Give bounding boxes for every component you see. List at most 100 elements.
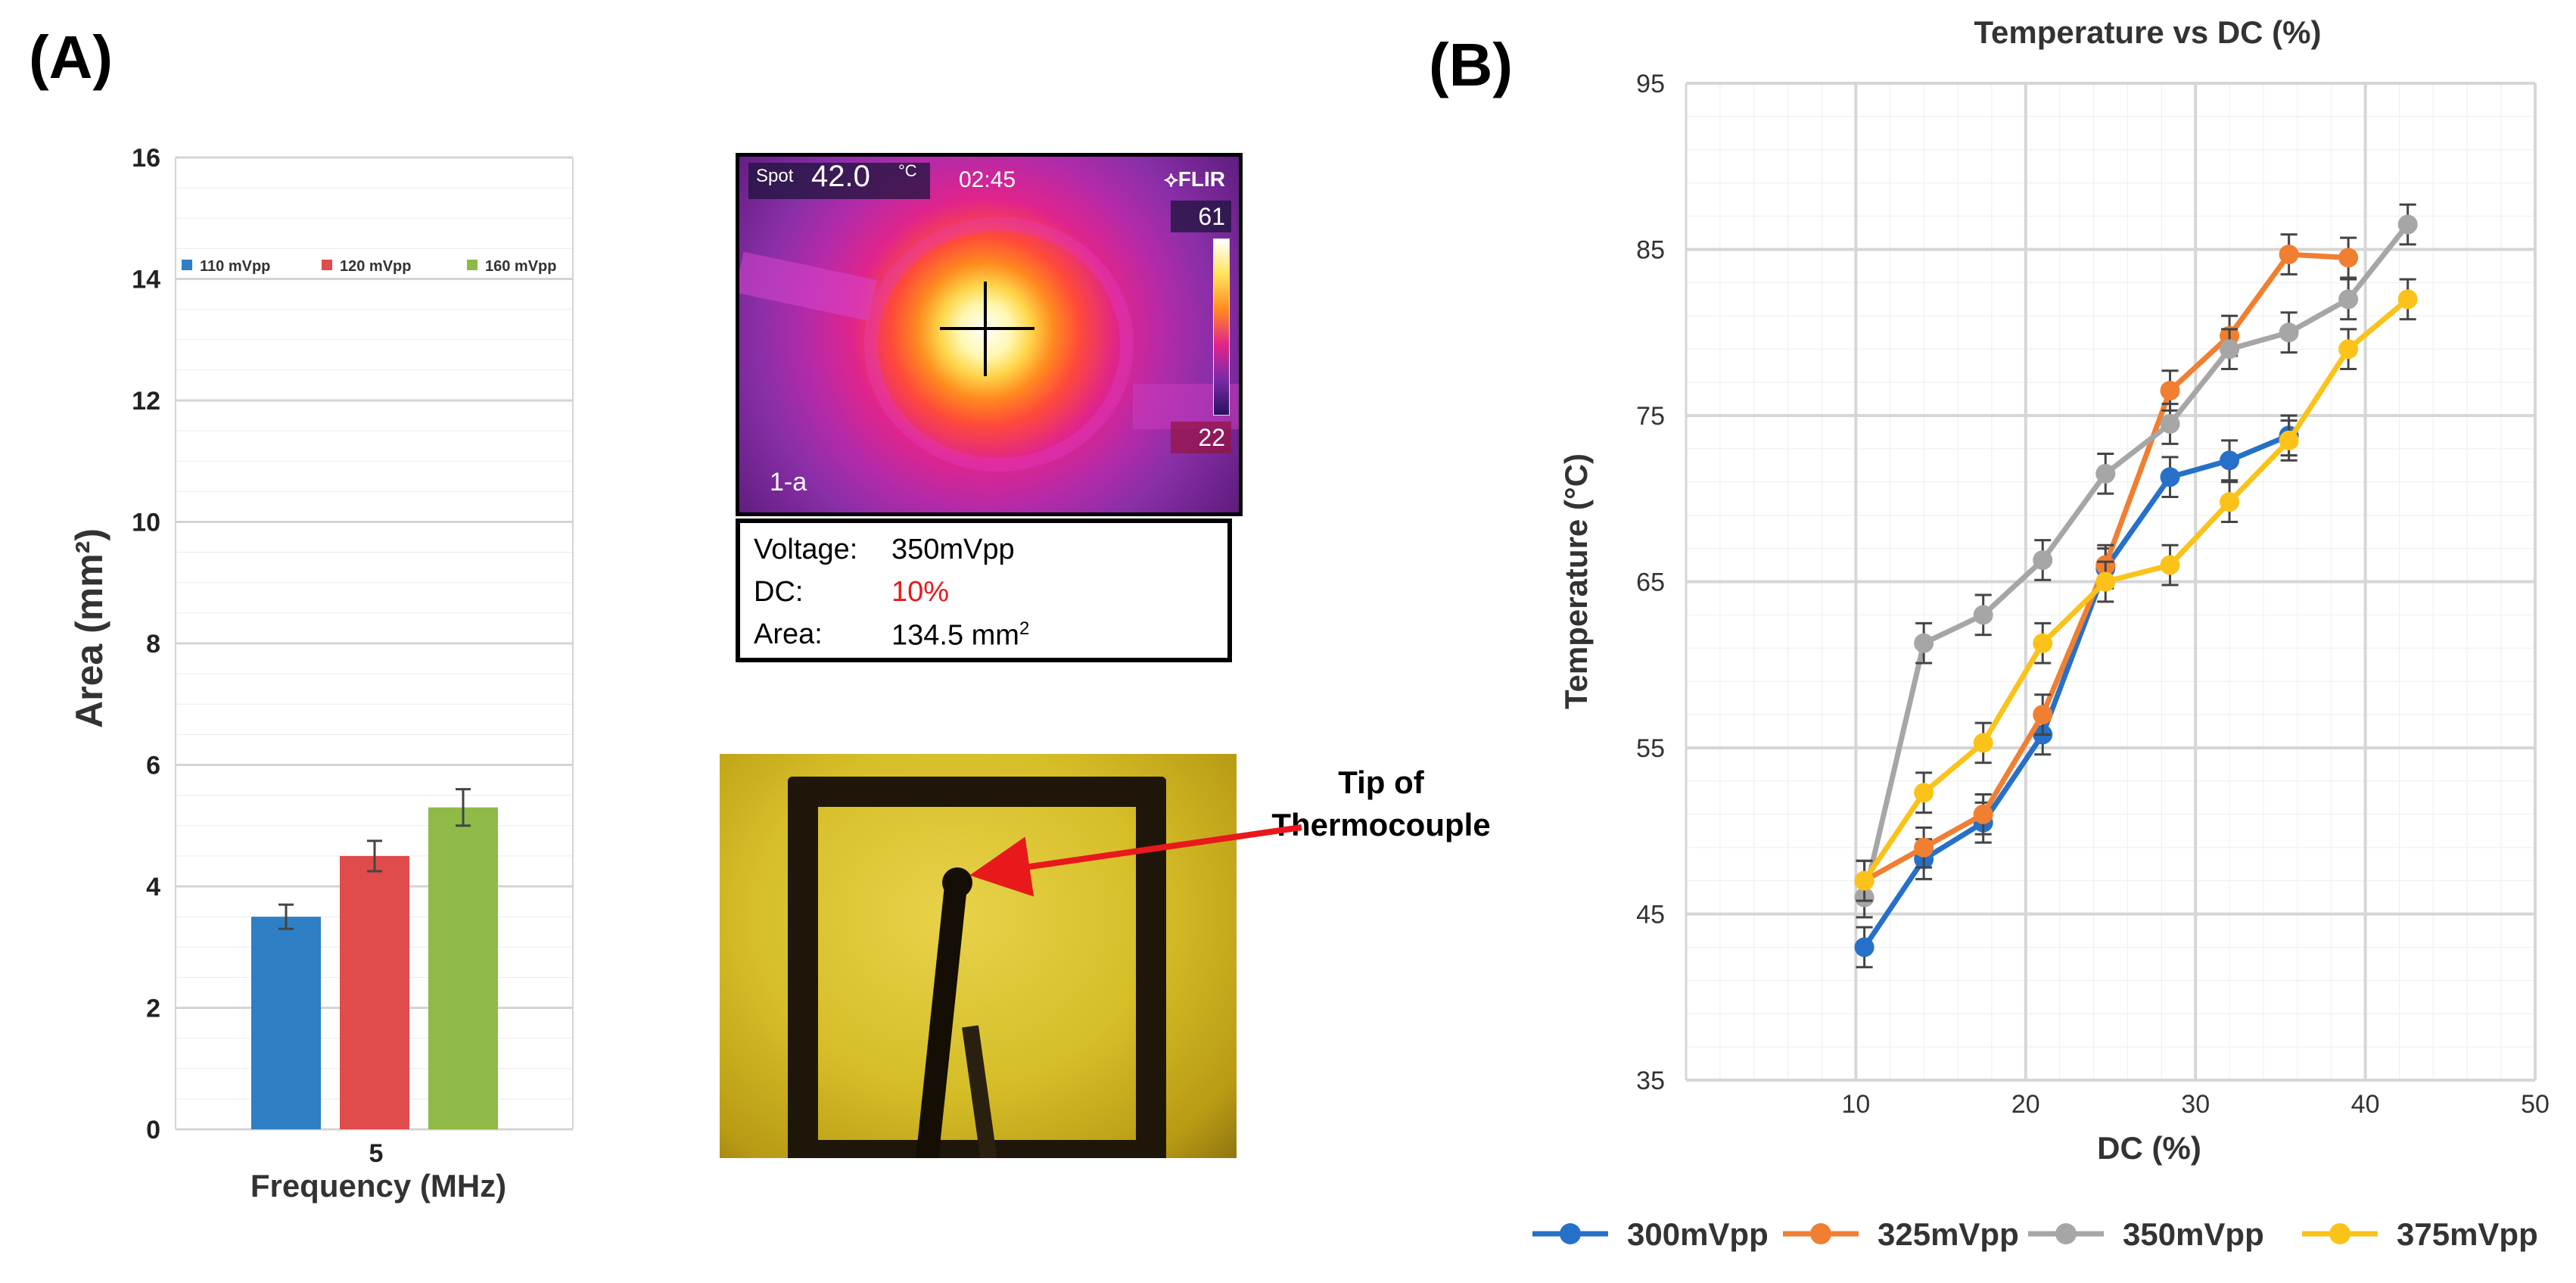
y-tick-label: 65 <box>1636 568 1665 597</box>
series-line <box>1862 297 2410 883</box>
data-point <box>1973 733 1993 753</box>
tip-annotation-line1: Tip of <box>1338 765 1424 800</box>
bar-chart-area: 0 2 4 6 8 10 12 14 16 110 mVpp 120 mVpp 160 mVpp 5Fr… <box>68 144 574 1204</box>
data-point <box>2160 467 2180 487</box>
panel-a-label: (A) <box>29 23 114 91</box>
legend-label: 325mVpp <box>1878 1216 2019 1252</box>
area-key: Area: <box>754 618 823 650</box>
area-value-wrap: 134.5 mm2 <box>891 618 1029 652</box>
y-tick-label: 45 <box>1636 901 1665 930</box>
data-point <box>1914 837 1934 858</box>
data-point <box>1973 605 1993 625</box>
bar <box>428 807 498 1129</box>
tip-annotation-line2: Thermocouple <box>1271 807 1491 842</box>
dc-value: 10% <box>891 576 950 608</box>
y-tick-label: 8 <box>146 630 160 659</box>
data-point <box>2095 463 2116 484</box>
data-point <box>1914 633 1934 653</box>
bar <box>251 917 321 1129</box>
data-point <box>2220 450 2240 471</box>
x-tick-label: 10 <box>1841 1090 1870 1119</box>
y-tick-label: 85 <box>1636 236 1665 265</box>
thermal-image: Spot 42.0 °C 02:45 ⟡FLIR 61 22 1-a <box>736 153 1243 516</box>
data-point <box>2160 413 2180 434</box>
data-point <box>1914 783 1934 803</box>
voltage-key: Voltage: <box>754 534 858 565</box>
y-tick-label: 4 <box>146 873 160 902</box>
legend-label: 120 mVpp <box>340 258 411 275</box>
series-line <box>1862 433 2290 949</box>
data-point <box>2220 339 2240 360</box>
legend-swatch <box>182 260 192 270</box>
data-point <box>2338 289 2359 310</box>
legend-label: 375mVpp <box>2397 1216 2538 1252</box>
legend-label: 160 mVpp <box>485 258 556 275</box>
area-unit-sup: 2 <box>1019 618 1030 639</box>
series-line <box>1862 223 2410 898</box>
y-tick-label: 95 <box>1636 70 1665 98</box>
data-point <box>1973 804 1993 824</box>
y-tick-label: 0 <box>146 1116 160 1144</box>
y-tick-label: 75 <box>1636 402 1665 431</box>
tip-annotation: Tip of Thermocouple <box>1241 761 1521 846</box>
dc-key: DC: <box>754 576 804 608</box>
legend-label: 110 mVpp <box>200 258 270 275</box>
y-tick-label: 55 <box>1636 734 1665 763</box>
area-value: 134.5 mm <box>891 619 1019 652</box>
x-tick-label: 20 <box>2011 1090 2040 1119</box>
flir-logo: ⟡FLIR <box>1164 167 1225 191</box>
thermocouple-photo <box>720 754 1237 1158</box>
data-point <box>2397 289 2418 310</box>
legend-marker <box>1560 1223 1581 1244</box>
crosshair-icon <box>940 327 1034 330</box>
legend-swatch <box>467 260 478 270</box>
x-tick-label: 30 <box>2181 1090 2210 1119</box>
x-axis-title: Frequency (MHz) <box>250 1168 506 1204</box>
data-point <box>2095 571 2116 592</box>
crosshair-icon-vertical <box>984 282 987 376</box>
x-tick-label: 50 <box>2521 1090 2550 1119</box>
legend-marker <box>1810 1223 1831 1244</box>
data-point <box>2033 633 2053 653</box>
data-point <box>2220 492 2240 512</box>
bar <box>340 855 409 1129</box>
data-point <box>2397 214 2418 235</box>
data-point <box>2033 550 2053 570</box>
data-point <box>1854 870 1874 891</box>
y-tick-label: 10 <box>132 509 160 537</box>
panel-b-label: (B) <box>1429 31 1514 98</box>
measurement-info-box: Voltage: 350mVpp DC: 10% Area: 134.5 mm2 <box>736 518 1232 662</box>
y-axis-title: Area (mm²) <box>68 528 110 728</box>
x-category-label: 5 <box>369 1139 384 1168</box>
y-tick-label: 2 <box>146 995 160 1023</box>
data-point <box>2338 248 2359 268</box>
y-axis-title: Temperature (°C) <box>1558 453 1594 709</box>
y-tick-label: 16 <box>132 144 160 173</box>
x-tick-label: 40 <box>2351 1090 2380 1119</box>
legend-label: 350mVpp <box>2123 1216 2264 1252</box>
legend-marker <box>2329 1223 2350 1244</box>
thermal-unit: °C <box>898 161 917 180</box>
y-tick-label: 35 <box>1636 1067 1665 1095</box>
voltage-value: 350mVpp <box>891 534 1015 565</box>
data-point <box>2279 430 2299 450</box>
legend-swatch <box>322 260 332 270</box>
data-point <box>2338 339 2359 360</box>
data-point <box>1854 937 1874 958</box>
y-tick-label: 14 <box>132 266 160 294</box>
data-point <box>2160 381 2180 401</box>
thermal-spot-label: Spot <box>756 166 794 186</box>
y-tick-label: 12 <box>132 387 160 416</box>
thermal-spot-value: 42.0 <box>811 160 870 193</box>
data-point <box>2160 555 2180 575</box>
legend-label: 300mVpp <box>1627 1216 1769 1252</box>
x-axis-title: DC (%) <box>2097 1130 2201 1166</box>
thermal-time: 02:45 <box>959 167 1016 192</box>
chart-title: Temperature vs DC (%) <box>1974 14 2321 50</box>
data-point <box>2279 322 2299 343</box>
data-point <box>2279 244 2299 265</box>
data-point <box>2033 705 2053 725</box>
thermal-image-label: 1-a <box>770 468 807 497</box>
y-tick-label: 6 <box>146 752 160 780</box>
